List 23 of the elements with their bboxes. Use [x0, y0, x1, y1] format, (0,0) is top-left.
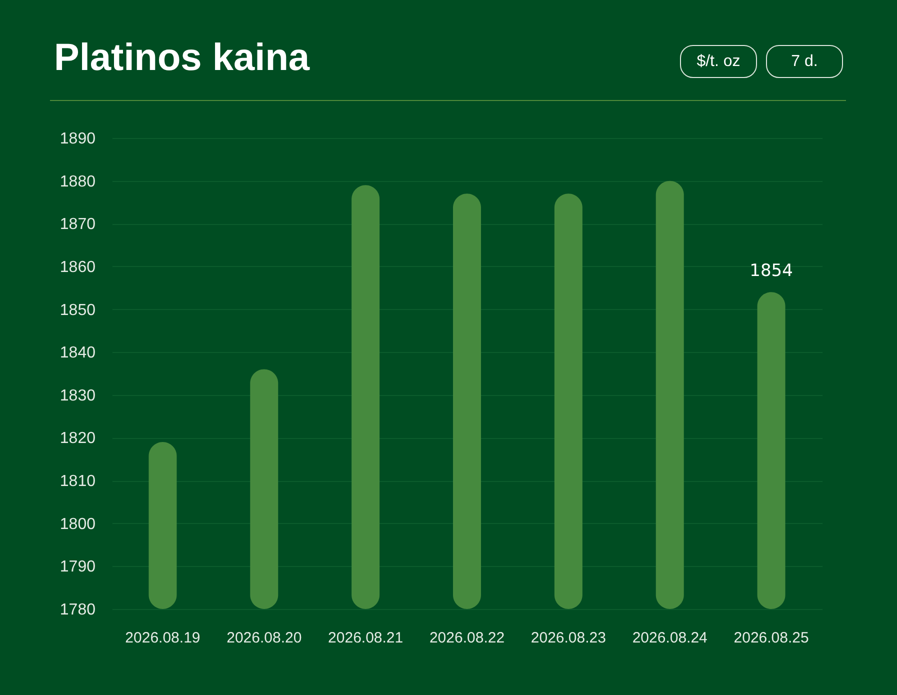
y-tick-label: 1860 — [60, 258, 96, 276]
x-tick-label: 2026.08.22 — [429, 630, 505, 646]
data-label: 1854 — [750, 261, 793, 282]
y-tick-label: 1820 — [60, 430, 96, 448]
x-tick-label: 2026.08.21 — [328, 630, 404, 646]
x-tick-label: 2026.08.20 — [226, 630, 302, 646]
y-tick-label: 1800 — [60, 516, 96, 533]
x-tick-label: 2026.08.24 — [632, 630, 708, 646]
x-tick-label: 2026.08.19 — [125, 630, 200, 646]
x-tick-label: 2026.08.23 — [530, 630, 606, 646]
pill-button: $/t. oz — [680, 45, 757, 78]
y-tick-label: 1880 — [60, 173, 96, 190]
y-tick-label: 1810 — [60, 473, 96, 490]
y-tick-label: 1830 — [60, 387, 96, 404]
chart-title: Platinos kaina — [54, 37, 310, 80]
y-tick-label: 1890 — [60, 130, 96, 148]
y-tick-label: 1850 — [60, 302, 96, 319]
x-tick-label: 2026.08.25 — [734, 630, 809, 646]
y-tick-label: 1840 — [60, 344, 96, 362]
pill-button: 7 d. — [766, 45, 843, 78]
y-tick-label: 1780 — [60, 602, 96, 618]
y-tick-label: 1870 — [60, 216, 96, 234]
y-tick-label: 1790 — [60, 558, 96, 576]
